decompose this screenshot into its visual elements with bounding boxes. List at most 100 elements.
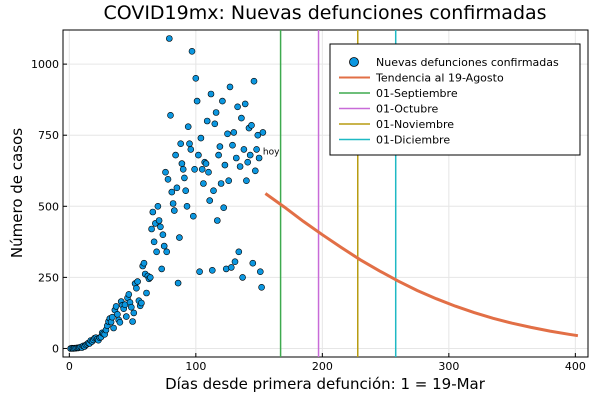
data-point — [183, 203, 191, 210]
legend: Nuevas defunciones confirmadas Tendencia … — [329, 43, 581, 156]
data-point — [259, 129, 267, 136]
data-point — [239, 274, 246, 281]
data-point — [171, 207, 178, 214]
data-point — [241, 100, 249, 108]
legend-box — [329, 43, 581, 156]
data-point — [116, 318, 124, 326]
data-point — [173, 184, 181, 192]
y-tick-label: 250 — [38, 271, 59, 284]
data-point — [193, 97, 201, 105]
data-point — [228, 264, 235, 271]
trend-line — [264, 192, 579, 338]
data-point — [164, 176, 172, 183]
data-point — [179, 166, 187, 173]
data-point — [181, 174, 188, 182]
legend-label: Nuevas defunciones confirmadas — [376, 56, 559, 69]
data-point — [186, 140, 193, 147]
data-point — [234, 103, 241, 111]
data-point — [216, 143, 224, 150]
x-tick-label: 300 — [438, 360, 459, 373]
data-point — [236, 163, 244, 170]
y-axis-label: Número de casos — [8, 128, 26, 258]
data-point — [176, 234, 183, 241]
legend-marker-scatter — [349, 57, 359, 67]
data-point — [154, 203, 162, 210]
data-point — [256, 268, 264, 276]
annotation-layer: hoy — [263, 148, 280, 158]
data-point — [140, 259, 148, 267]
data-point — [255, 154, 263, 162]
data-point — [202, 160, 210, 167]
chart-title: COVID19mx: Nuevas defunciones confirmada… — [103, 2, 546, 24]
data-point — [253, 146, 260, 153]
data-point — [168, 188, 176, 196]
data-point — [244, 158, 251, 166]
data-point — [220, 204, 227, 211]
data-point — [110, 324, 117, 332]
data-point — [252, 167, 259, 175]
data-point — [125, 291, 133, 298]
data-point — [188, 47, 196, 55]
data-point — [143, 289, 150, 297]
data-point — [112, 303, 120, 310]
data-point — [221, 161, 229, 169]
data-point — [206, 197, 213, 204]
data-point — [158, 265, 165, 273]
data-point — [190, 212, 197, 220]
data-point — [174, 279, 182, 287]
data-point — [192, 75, 200, 82]
data-point — [235, 248, 243, 256]
data-point — [195, 151, 202, 159]
data-point — [231, 258, 239, 266]
data-point — [198, 166, 206, 173]
data-point — [133, 284, 140, 292]
plot-frame — [62, 29, 589, 358]
legend-label: 01-Diciembre — [376, 134, 450, 147]
y-tick-label: 750 — [38, 129, 59, 142]
data-point — [134, 278, 141, 285]
x-tick-label: 400 — [565, 360, 586, 373]
data-point — [184, 123, 192, 130]
data-point — [207, 90, 215, 98]
data-point — [177, 140, 184, 147]
data-point — [123, 313, 130, 320]
data-point — [249, 259, 257, 267]
point-layer — [67, 35, 267, 352]
data-point — [225, 177, 232, 184]
x-axis-label: Días desde primera defunción: 1 = 19-Mar — [165, 375, 486, 393]
data-point — [178, 160, 186, 167]
data-point — [243, 177, 250, 184]
data-point — [209, 266, 216, 274]
data-point — [217, 180, 225, 187]
tick-layer: 0 100 200 300 400 0 250 500 750 1000 — [31, 58, 586, 373]
data-point — [129, 318, 136, 325]
data-point — [215, 151, 222, 159]
y-tick-label: 1000 — [31, 58, 59, 71]
data-point — [109, 313, 116, 321]
data-point — [138, 299, 145, 307]
data-point — [162, 168, 169, 176]
data-point — [191, 166, 198, 173]
data-point — [128, 303, 135, 311]
legend-label: 01-Septiembre — [376, 87, 458, 100]
data-point — [248, 122, 255, 129]
legend-label: 01-Noviembre — [376, 118, 454, 131]
data-point — [196, 268, 203, 276]
data-point — [212, 109, 220, 116]
data-point — [148, 225, 155, 233]
data-point — [230, 129, 238, 136]
data-point — [157, 223, 164, 231]
data-point — [219, 97, 226, 105]
data-point — [258, 283, 265, 291]
data-point — [197, 134, 205, 142]
data-point — [114, 310, 121, 318]
data-point — [224, 130, 231, 138]
data-point — [233, 154, 240, 162]
data-point — [172, 151, 179, 159]
legend-label: 01-Octubre — [376, 103, 439, 116]
data-point — [226, 83, 234, 91]
data-point — [229, 141, 236, 149]
data-point — [214, 217, 221, 224]
data-point — [167, 112, 174, 119]
